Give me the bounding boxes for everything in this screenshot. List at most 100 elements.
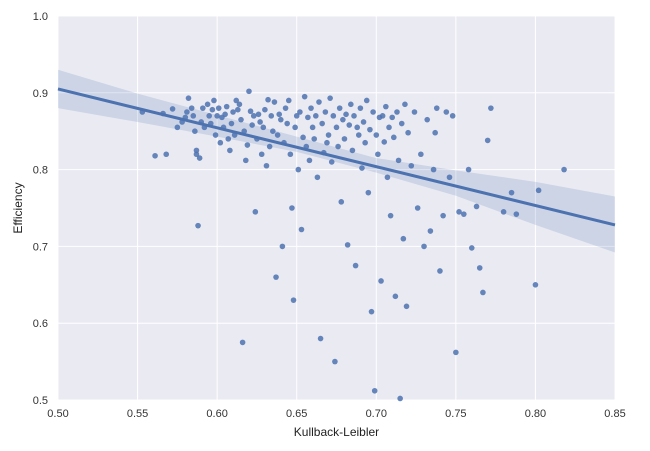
data-point [359, 165, 365, 171]
data-point [397, 395, 403, 402]
data-point [449, 113, 456, 119]
regression-line [57, 87, 616, 227]
data-point [212, 132, 219, 138]
data-point [287, 151, 294, 158]
data-point [508, 189, 515, 196]
data-point [453, 349, 459, 356]
data-point [225, 136, 232, 142]
x-tick-label: 0.70 [366, 408, 387, 420]
data-point [227, 147, 233, 154]
data-point [500, 209, 507, 215]
y-axis-label: Efficiency [11, 182, 25, 233]
data-point [561, 166, 567, 173]
data-point [336, 105, 343, 111]
data-point [532, 282, 539, 288]
data-point [258, 151, 265, 158]
data-point [440, 212, 446, 219]
data-point [285, 97, 292, 104]
data-point [387, 212, 394, 219]
data-point [437, 268, 443, 274]
data-point [313, 113, 319, 119]
data-point [217, 139, 224, 146]
data-point [300, 134, 306, 141]
data-point [306, 157, 313, 164]
data-point [246, 88, 252, 95]
data-point [338, 199, 345, 205]
x-tick-label: 0.80 [525, 408, 546, 420]
data-point [268, 113, 275, 119]
data-point [362, 139, 368, 146]
data-point [484, 137, 491, 144]
data-point [368, 308, 375, 315]
data-point [238, 116, 244, 123]
data-point [195, 222, 201, 229]
data-point [214, 113, 220, 119]
data-point [357, 105, 364, 111]
x-tick-label: 0.50 [47, 408, 68, 420]
data-point [233, 97, 240, 104]
data-point [432, 129, 438, 136]
x-tick-label: 0.60 [206, 408, 227, 420]
data-point [390, 134, 397, 141]
x-tick-label: 0.55 [127, 408, 148, 420]
data-point [383, 103, 389, 110]
y-tick-label: 0.8 [33, 165, 48, 177]
x-axis-label: Kullback-Leibler [294, 425, 379, 439]
data-point [386, 124, 392, 131]
data-point [252, 209, 259, 215]
data-point [400, 235, 407, 242]
data-point [378, 278, 384, 284]
data-point [314, 174, 321, 181]
data-point [418, 151, 424, 158]
data-point [292, 124, 298, 131]
data-point [209, 106, 216, 113]
data-point [332, 358, 338, 365]
data-point [317, 335, 324, 342]
data-point [352, 262, 359, 269]
data-point [322, 109, 329, 115]
data-point [250, 113, 257, 119]
data-point [476, 265, 483, 271]
plot-background [58, 16, 615, 400]
data-point [355, 132, 362, 138]
data-point [340, 116, 346, 123]
data-point [185, 95, 192, 101]
data-point [349, 147, 356, 154]
data-point [354, 124, 360, 131]
data-point [289, 205, 295, 211]
data-point [430, 166, 437, 173]
data-point [424, 116, 431, 123]
data-point [473, 203, 480, 210]
data-point [392, 293, 399, 300]
data-point [370, 109, 376, 115]
data-point [184, 109, 190, 115]
data-point [488, 105, 494, 111]
data-point [262, 106, 268, 113]
data-point [242, 157, 249, 164]
data-point [223, 103, 230, 110]
data-point [215, 105, 222, 111]
data-point [348, 101, 354, 108]
data-point [375, 151, 381, 158]
data-point [192, 128, 198, 134]
data-point [236, 101, 243, 108]
data-point [389, 114, 396, 121]
data-point [465, 166, 472, 173]
data-point [244, 142, 251, 148]
data-point [152, 152, 158, 159]
data-point [324, 139, 330, 146]
data-point [204, 101, 211, 108]
data-point [398, 120, 405, 127]
data-point [319, 120, 325, 127]
data-point [222, 111, 228, 118]
data-point [230, 109, 236, 115]
data-point [282, 105, 289, 111]
data-point [346, 122, 353, 128]
data-point [421, 243, 427, 250]
data-point [365, 189, 372, 196]
data-point [311, 136, 318, 142]
data-point [363, 97, 370, 104]
data-point [290, 297, 297, 303]
data-point [411, 109, 418, 115]
